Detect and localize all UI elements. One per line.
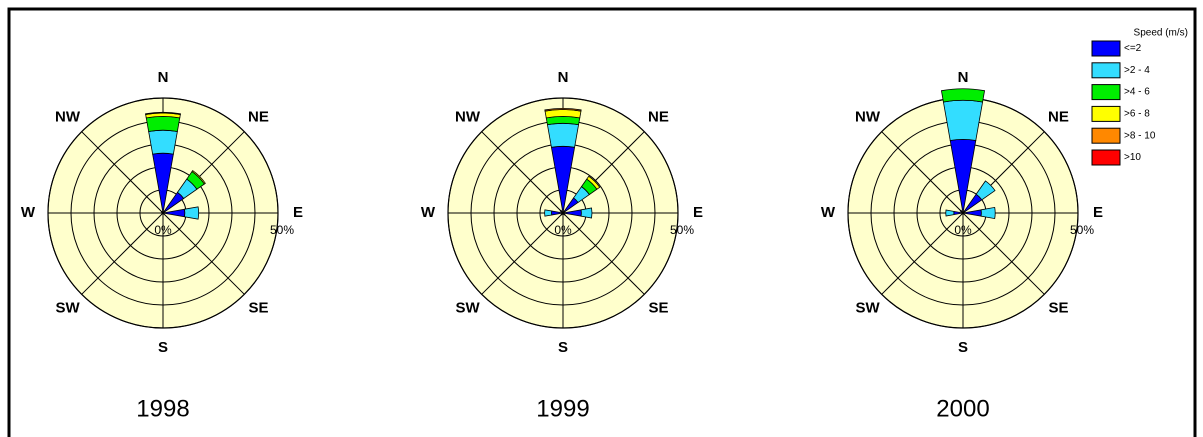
legend-swatch xyxy=(1091,149,1121,166)
legend-label: >2 - 4 xyxy=(1124,65,1150,76)
direction-label: W xyxy=(821,204,836,221)
r-tick-label: 0% xyxy=(554,223,572,237)
r-tick-label: 50% xyxy=(1070,223,1094,237)
direction-label: W xyxy=(421,204,436,221)
chart-title: 1999 xyxy=(536,395,589,422)
wedge: >2 - 4 xyxy=(975,180,996,201)
direction-label: SE xyxy=(648,299,668,316)
legend-swatch xyxy=(1091,62,1121,79)
wedge: <=2 xyxy=(160,210,164,214)
legend-swatch xyxy=(1091,40,1121,57)
legend-label: >10 xyxy=(1124,152,1141,163)
direction-label: NW xyxy=(455,109,481,126)
wedge: >6 - 8 xyxy=(544,109,582,119)
direction-label: N xyxy=(558,69,569,86)
direction-label: NE xyxy=(648,109,669,126)
spoke xyxy=(81,212,164,295)
spoke xyxy=(481,131,564,214)
direction-label: S xyxy=(958,339,968,356)
direction-label: SW xyxy=(855,299,880,316)
legend-label: >8 - 10 xyxy=(1124,130,1156,141)
spoke xyxy=(962,212,1045,295)
wedge: >2 - 4 xyxy=(942,99,984,141)
spoke xyxy=(881,131,964,214)
direction-label: S xyxy=(558,339,568,356)
wedge: >4 - 6 xyxy=(145,116,181,132)
direction-label: NE xyxy=(1048,109,1069,126)
wedge: >4 - 6 xyxy=(940,88,986,103)
direction-label: W xyxy=(21,204,36,221)
wedge: >2 - 4 xyxy=(546,122,580,148)
wedge: >6 - 8 xyxy=(586,175,601,190)
legend-swatch xyxy=(1091,127,1121,144)
direction-label: E xyxy=(693,204,703,221)
direction-label: E xyxy=(1093,204,1103,221)
legend-swatch xyxy=(1091,84,1121,101)
wedge: >8 - 10 xyxy=(145,111,181,115)
wedge: >2 - 4 xyxy=(580,207,593,219)
spoke xyxy=(81,131,164,214)
frame xyxy=(7,7,1197,437)
spoke xyxy=(481,212,564,295)
direction-label: NW xyxy=(55,109,81,126)
chart-title: 2000 xyxy=(936,395,989,422)
wedge: >2 - 4 xyxy=(148,129,178,155)
direction-label: SE xyxy=(1048,299,1068,316)
legend-swatch xyxy=(1091,105,1121,122)
legend-title: Speed (m/s) xyxy=(1134,28,1188,39)
r-tick-label: 0% xyxy=(154,223,172,237)
wedge: <=2 xyxy=(559,209,564,214)
wedge: >8 - 10 xyxy=(544,108,582,112)
wedge: >4 - 6 xyxy=(545,116,581,126)
wedge: <=2 xyxy=(959,209,964,214)
legend-label: <=2 xyxy=(1124,43,1142,54)
direction-label: E xyxy=(293,204,303,221)
spoke xyxy=(562,212,645,295)
direction-label: SE xyxy=(248,299,268,316)
direction-label: SW xyxy=(55,299,80,316)
r-tick-label: 0% xyxy=(954,223,972,237)
spoke xyxy=(881,212,964,295)
wedge: >2 - 4 xyxy=(945,209,955,217)
direction-label: S xyxy=(158,339,168,356)
wedge: >2 - 4 xyxy=(184,206,200,220)
wedge: >6 - 8 xyxy=(191,170,206,185)
direction-label: N xyxy=(158,69,169,86)
direction-label: NW xyxy=(855,109,881,126)
legend-label: >4 - 6 xyxy=(1124,87,1150,98)
legend-label: >6 - 8 xyxy=(1124,109,1150,120)
direction-label: SW xyxy=(455,299,480,316)
r-tick-label: 50% xyxy=(670,223,694,237)
r-tick-label: 50% xyxy=(270,223,294,237)
spoke xyxy=(162,212,245,295)
wedge: >2 - 4 xyxy=(544,209,553,217)
wedge: >2 - 4 xyxy=(980,206,996,220)
direction-label: NE xyxy=(248,109,269,126)
direction-label: N xyxy=(958,69,969,86)
chart-title: 1998 xyxy=(136,395,189,422)
